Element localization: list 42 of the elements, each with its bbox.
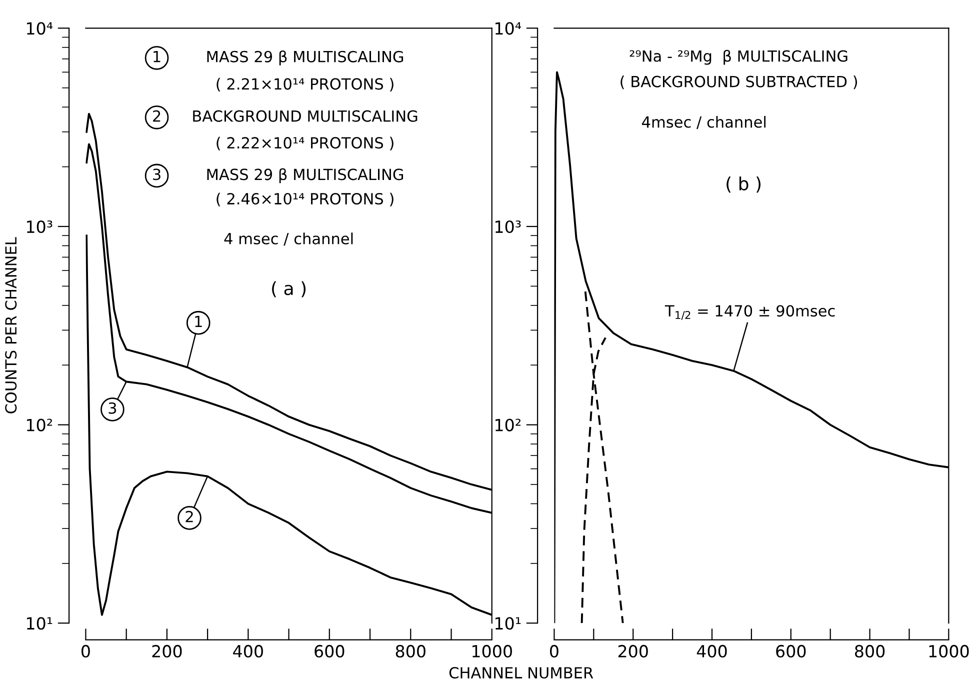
x-tick-label: 800: [396, 644, 426, 658]
annotation: MASS 29 β MULTISCALING: [207, 168, 404, 184]
annotation: ( 2.46×10¹⁴ PROTONS ): [216, 192, 394, 206]
y-tick-label: 10³: [496, 220, 521, 234]
y-tick-label: 10⁴: [496, 22, 522, 35]
annotation: 3: [153, 168, 160, 180]
annotation: BACKGROUND MULTISCALING: [193, 110, 418, 122]
annotation: 4 msec / channel: [224, 232, 353, 246]
annotation: ( BACKGROUND SUBTRACTED ): [620, 76, 857, 90]
line-series: [584, 290, 624, 624]
y-tick-label: 10²: [27, 418, 52, 432]
y-tick-label: 10²: [496, 418, 521, 432]
annotation: 1: [154, 50, 160, 62]
annotation: 3: [108, 402, 116, 414]
annotation: 1: [195, 316, 202, 328]
x-tick-label: 400: [696, 644, 727, 658]
y-tick-label: 10¹: [27, 617, 52, 630]
x-tick-label: 800: [855, 644, 885, 658]
x-tick-label: 0: [82, 644, 90, 658]
annotation: T$_{1/2}$ = 1470 ± 90msec: [664, 305, 835, 320]
x-tick-label: 600: [776, 644, 806, 658]
annotation: 2: [186, 510, 193, 522]
annotation: ( 2.21×10¹⁴ PROTONS ): [216, 78, 394, 92]
annotation: ( 2.22×10¹⁴ PROTONS ): [216, 136, 394, 150]
y-tick-label: 10⁴: [27, 22, 53, 35]
y-tick-label: 10³: [27, 220, 52, 234]
annotation: ( a ): [272, 281, 306, 298]
annotation: 4msec / channel: [642, 116, 766, 129]
annotation: 2: [153, 110, 160, 122]
x-tick-label: 1000: [472, 644, 512, 658]
x-tick-label: 200: [152, 644, 182, 658]
x-axis-title: CHANNEL NUMBER: [449, 666, 594, 679]
y-tick-label: 10¹: [496, 617, 521, 630]
y-axis-title: COUNTS PER CHANNEL: [5, 237, 17, 414]
x-tick-label: 400: [233, 644, 263, 658]
annotation: MASS 29 β MULTISCALING: [207, 50, 404, 66]
x-tick-label: 200: [618, 644, 648, 658]
annotation: ²⁹Na - ²⁹Mg β MULTISCALING: [630, 50, 848, 65]
annotation: ( b ): [726, 176, 761, 193]
x-tick-label: 600: [314, 644, 344, 658]
x-tick-label: 1000: [929, 644, 969, 658]
x-tick-label: 0: [550, 644, 558, 658]
